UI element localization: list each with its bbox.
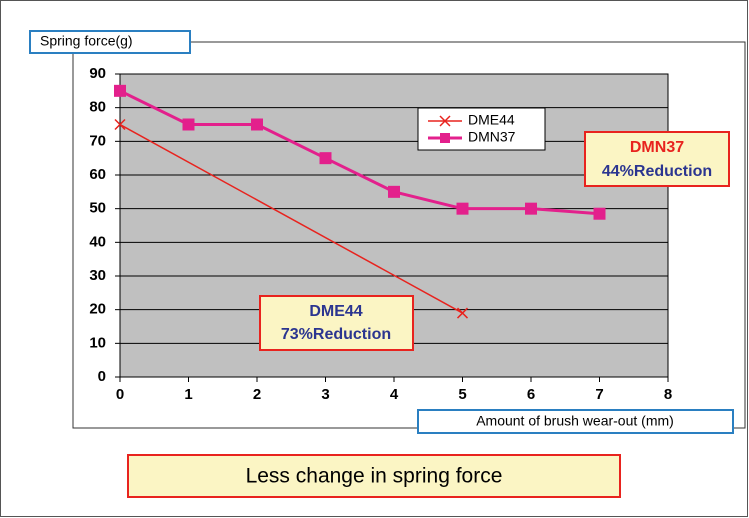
x-tick-label: 7	[595, 386, 603, 403]
y-tick-label: 50	[89, 200, 106, 217]
marker	[114, 118, 126, 131]
annotation-title: DMN37	[630, 139, 684, 156]
x-label-box	[417, 409, 734, 434]
annotation-title: DME44	[309, 303, 362, 320]
x-tick-label: 5	[458, 386, 466, 403]
marker	[251, 118, 263, 131]
annotation-box	[259, 295, 414, 351]
x-tick-label: 2	[253, 386, 261, 403]
legend	[417, 107, 546, 151]
marker	[525, 202, 537, 215]
y-tick-label: 30	[89, 267, 106, 284]
x-tick-label: 8	[664, 386, 672, 403]
series-line	[119, 123, 463, 314]
annotation-text: 44%Reduction	[602, 163, 712, 180]
y-tick-label: 20	[89, 301, 106, 318]
y-label-box	[29, 30, 191, 54]
y-tick-label: 10	[89, 334, 106, 351]
marker	[319, 152, 332, 165]
y-tick-label: 60	[89, 166, 106, 183]
x-tick-label: 4	[390, 386, 399, 403]
y-axis-label: Spring force(g)	[40, 33, 133, 49]
legend-marker	[439, 115, 451, 127]
x-axis-label: Amount of brush wear-out (mm)	[476, 413, 674, 429]
y-tick-label: 80	[89, 99, 106, 116]
y-tick-label: 70	[89, 132, 106, 149]
y-tick-label: 90	[89, 65, 106, 82]
y-tick-label: 0	[98, 368, 106, 385]
marker	[456, 202, 469, 215]
annotation-box	[584, 131, 730, 187]
marker	[388, 185, 400, 198]
x-tick-label: 1	[184, 386, 192, 403]
y-tick-label: 40	[89, 233, 106, 250]
marker	[593, 207, 606, 220]
marks	[114, 84, 606, 319]
x-tick-label: 3	[321, 386, 329, 403]
marker	[456, 307, 469, 319]
caption: Less change in spring force	[246, 465, 503, 488]
legend-label: DME44	[468, 112, 515, 128]
annotation-text: 73%Reduction	[281, 326, 391, 343]
x-tick-label: 0	[116, 386, 124, 403]
legend-label: DMN37	[468, 129, 516, 145]
marker	[182, 118, 195, 131]
caption-box	[127, 454, 621, 498]
legend-marker	[440, 133, 450, 143]
series-line	[119, 89, 600, 216]
marker	[114, 84, 126, 97]
x-tick-label: 6	[527, 386, 535, 403]
